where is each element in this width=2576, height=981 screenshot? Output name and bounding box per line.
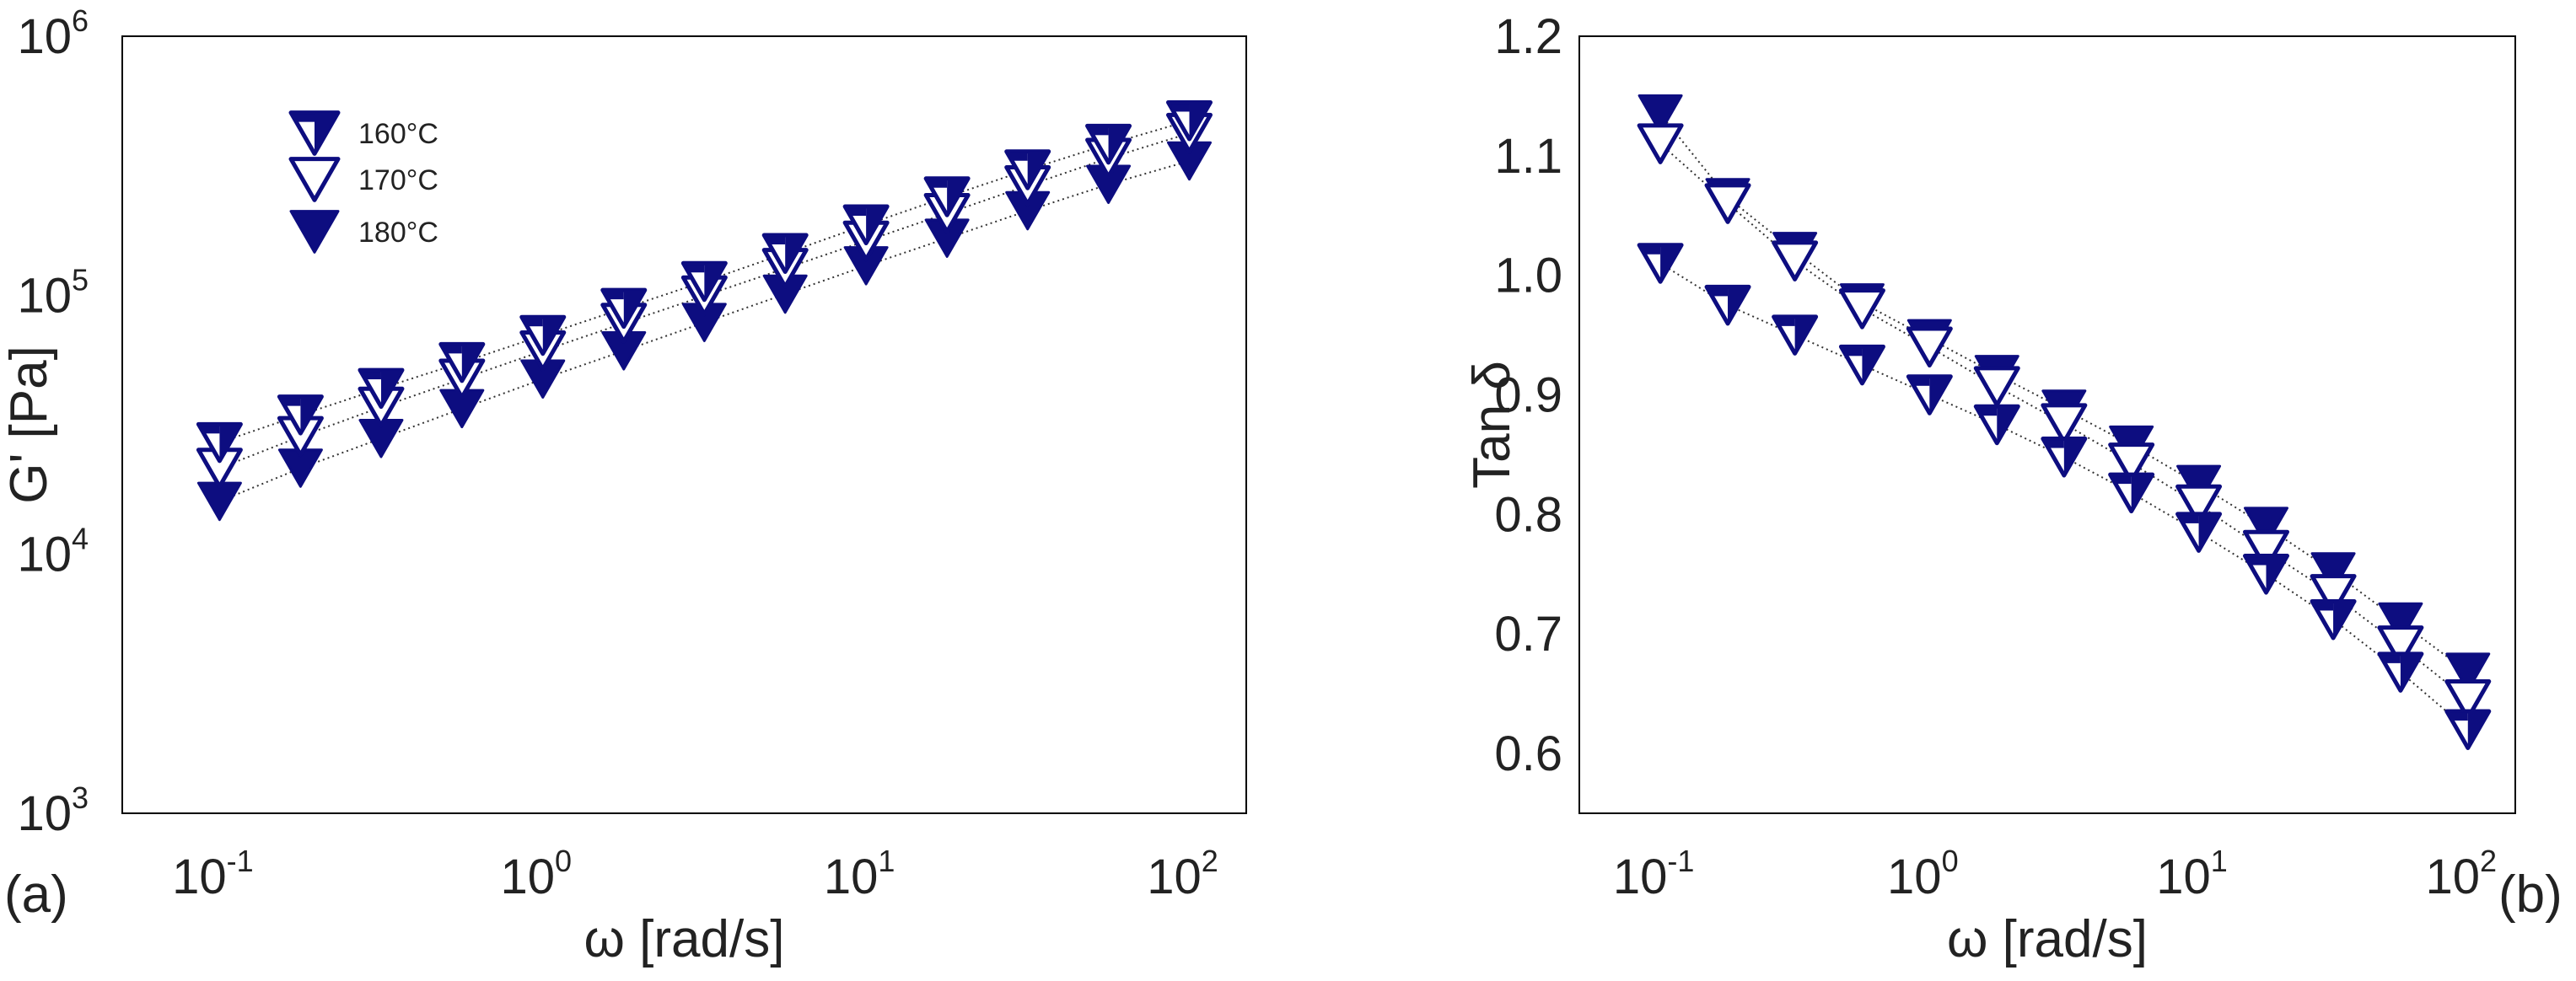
- data-point-s1-3: [358, 367, 405, 410]
- y-tick-label: 104: [17, 522, 89, 582]
- legend-item-1: 160°C: [288, 110, 438, 156]
- data-point-s2-10: [2242, 529, 2289, 571]
- data-point-s1-12: [2377, 651, 2424, 693]
- data-point-s2-8: [2108, 442, 2155, 484]
- series-markers: [196, 99, 1213, 522]
- data-point-s1-6: [600, 287, 648, 330]
- x-tick-label: 101: [2156, 844, 2228, 904]
- data-point-s1-9: [842, 204, 890, 246]
- plot-frame: [1578, 35, 2516, 814]
- data-point-s2-4: [1838, 288, 1885, 330]
- x-tick-label: 100: [500, 844, 572, 904]
- data-point-s2-2: [1704, 183, 1751, 224]
- series-markers: [1637, 94, 2492, 750]
- panel-label-a: (a): [4, 866, 68, 924]
- y-tick-label: 106: [17, 3, 89, 64]
- y-tick-label: 1.2: [1494, 9, 1562, 64]
- legend-item-3: 180°C: [289, 210, 438, 254]
- data-point-s3-13: [2445, 652, 2491, 692]
- data-point-s1-12: [1085, 123, 1132, 165]
- y-tick-label: 0.8: [1494, 487, 1562, 542]
- x-tick-label: 100: [1887, 844, 1959, 904]
- data-point-s2-9: [2175, 484, 2223, 526]
- data-point-s2-5: [1906, 326, 1953, 368]
- x-tick-label: 10-1: [172, 844, 254, 904]
- data-point-s3-12: [2378, 602, 2423, 642]
- data-point-s1-8: [761, 233, 809, 274]
- data-point-s1-7: [680, 260, 728, 303]
- data-point-s1-1: [1637, 243, 1684, 284]
- data-point-s1-8: [2108, 472, 2155, 514]
- y-tick-labels: 0.6 0.7 0.8 0.9 1.0 1.1 1.2: [1494, 9, 1562, 781]
- data-point-s1-3: [1772, 314, 1819, 356]
- data-point-s1-11: [1004, 149, 1051, 190]
- data-point-s3-11: [2310, 552, 2356, 592]
- y-tick-label: 103: [17, 780, 89, 841]
- legend-marker-2: [288, 157, 341, 202]
- panel-a-chart: 10-1 100 101 102 103 104 105 106 160°C 170°C 180…: [0, 3, 1247, 968]
- legend-marker-3: [289, 210, 340, 254]
- data-point-s2-6: [1973, 366, 2020, 407]
- data-point-s1-11: [2310, 598, 2357, 641]
- data-point-s2-7: [2041, 403, 2088, 444]
- legend-label-2: 170°C: [358, 164, 438, 196]
- data-point-s1-1: [196, 421, 243, 464]
- data-point-s2-12: [2377, 625, 2424, 667]
- y-tick-label: 1.0: [1494, 249, 1562, 303]
- data-point-s3-10: [2243, 507, 2288, 546]
- data-point-s1-2: [277, 394, 324, 436]
- y-tick-label: 105: [17, 262, 89, 323]
- x-tick-label: 101: [824, 844, 895, 904]
- plot-frame: [121, 35, 1247, 814]
- data-point-s1-13: [1165, 99, 1213, 142]
- x-tick-labels: 10-1 100 101 102: [1613, 844, 2497, 904]
- x-tick-label: 10-1: [1613, 844, 1695, 904]
- x-tick-label: 102: [2426, 844, 2498, 904]
- data-point-s1-7: [2041, 437, 2088, 478]
- data-point-s2-11: [2310, 574, 2357, 615]
- data-point-s1-4: [438, 341, 486, 383]
- y-axis-title: G' [Pa]: [0, 346, 58, 504]
- y-tick-label: 0.7: [1494, 607, 1562, 662]
- data-point-s1-6: [1973, 404, 2020, 446]
- y-axis-title: Tan δ: [1463, 361, 1521, 489]
- x-tick-labels: 10-1 100 101 102: [172, 844, 1218, 904]
- data-point-s1-5: [519, 314, 567, 356]
- data-point-s1-4: [1838, 344, 1885, 386]
- legend-marker-1: [288, 110, 341, 156]
- data-point-s1-13: [2444, 709, 2492, 750]
- data-point-s1-9: [2175, 512, 2223, 553]
- data-point-s1-2: [1704, 284, 1751, 326]
- legend-label-3: 180°C: [358, 217, 438, 249]
- y-tick-label: 0.6: [1494, 726, 1562, 781]
- panel-label-b: (b): [2498, 866, 2563, 924]
- legend: 160°C 170°C 180°C: [288, 110, 438, 254]
- data-point-s3-1: [1638, 94, 1683, 134]
- data-point-s2-1: [1637, 123, 1684, 164]
- x-tick-label: 102: [1147, 844, 1218, 904]
- x-axis-title: ω [rad/s]: [584, 910, 785, 968]
- data-point-s1-5: [1906, 374, 1953, 415]
- data-point-s2-3: [1772, 240, 1819, 281]
- x-axis-title: ω [rad/s]: [1947, 910, 2148, 968]
- legend-item-2: 170°C: [288, 157, 438, 202]
- data-point-s1-10: [2242, 554, 2289, 595]
- y-tick-label: 0.9: [1494, 368, 1562, 423]
- legend-label-1: 160°C: [358, 118, 438, 150]
- y-tick-label: 1.1: [1494, 129, 1562, 184]
- panel-b-chart: 10-1 100 101 102 0.6 0.7 0.8 0.9 1.0 1.1 1.2 ω [r…: [1463, 9, 2563, 968]
- data-point-s1-10: [923, 176, 971, 217]
- data-point-s2-13: [2444, 678, 2492, 721]
